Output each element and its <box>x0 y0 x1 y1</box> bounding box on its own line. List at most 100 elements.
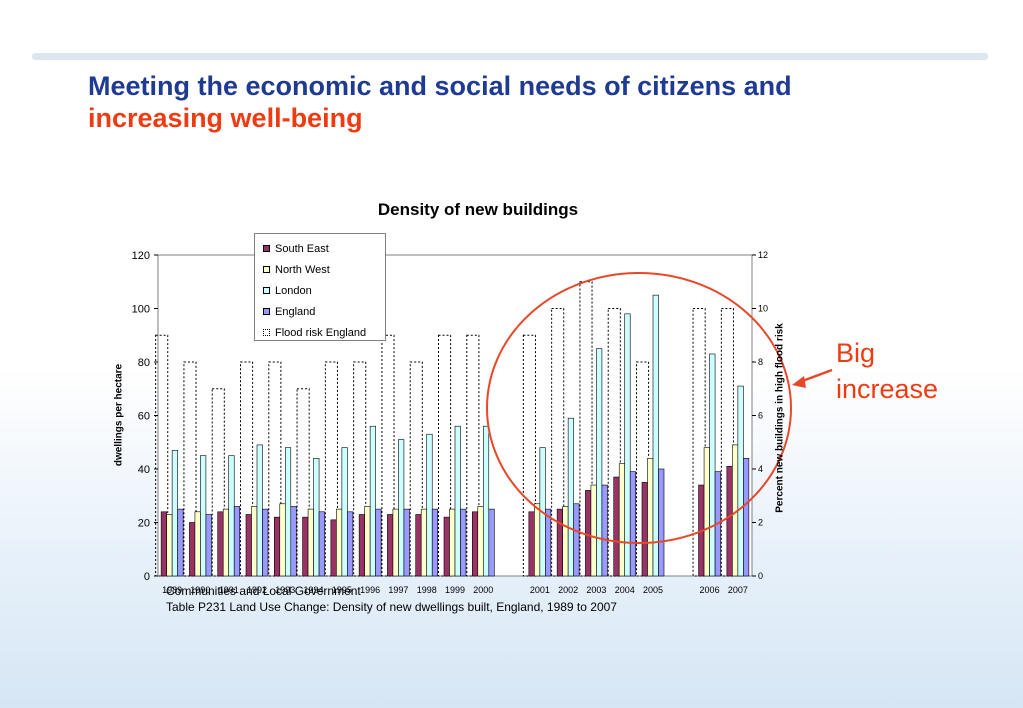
y-tick-label-left: 20 <box>138 518 150 530</box>
annotation-line2: increase <box>836 374 939 404</box>
bar-south-east <box>415 514 422 577</box>
bar-england <box>573 503 580 577</box>
bar-north-west <box>392 508 399 577</box>
y-tick-label-right: 6 <box>758 411 763 421</box>
legend-swatch-south-east <box>263 245 270 252</box>
bar-north-west <box>420 508 428 577</box>
y-tick-label-right: 8 <box>758 357 763 367</box>
x-tick-label: 1994 <box>304 585 324 595</box>
legend-item-london: London <box>263 280 385 301</box>
x-tick-label: 1995 <box>332 585 352 595</box>
bar-england <box>629 471 637 577</box>
bar-south-east <box>273 516 281 577</box>
highlight-circle <box>486 272 792 544</box>
bar-south-east <box>217 511 224 577</box>
legend-label-london: London <box>275 284 312 297</box>
legend-item-south-east: South East <box>263 238 385 259</box>
bar-north-west <box>222 508 230 577</box>
bar-england <box>488 508 495 577</box>
y-tick-label-right: 12 <box>758 250 768 260</box>
y-tick-label-left: 120 <box>132 250 150 262</box>
bar-flood-risk <box>155 334 169 577</box>
source-line-2: Table P231 Land Use Change: Density of n… <box>166 600 617 614</box>
x-tick-label: 1998 <box>417 585 437 595</box>
bar-north-west <box>336 508 343 577</box>
y-tick-label-left: 0 <box>144 571 150 583</box>
bar-north-west <box>166 514 173 577</box>
source-line-1: Communities and Local Government <box>166 584 361 598</box>
x-tick-label: 1989 <box>162 585 182 595</box>
bar-england <box>290 506 297 577</box>
bar-flood-risk <box>438 334 452 577</box>
bar-north-west <box>618 463 626 577</box>
bar-england <box>347 511 354 577</box>
y-tick-label-left: 100 <box>132 304 150 316</box>
bar-england <box>545 508 552 577</box>
x-tick-label: 2004 <box>615 585 635 595</box>
legend-label-flood-risk: Flood risk England <box>275 326 367 339</box>
chart-legend: South East North West London England Flo… <box>254 233 386 341</box>
y-tick-label-right: 10 <box>758 304 768 314</box>
bar-flood-risk <box>466 334 480 577</box>
x-tick-label: 2006 <box>700 585 720 595</box>
bar-north-west <box>194 511 201 577</box>
bar-london <box>369 425 376 577</box>
legend-swatch-london <box>263 287 270 294</box>
bar-south-east <box>585 490 592 577</box>
bar-north-west <box>449 508 456 577</box>
bar-north-west <box>534 503 541 577</box>
annotation-arrow-head <box>792 376 806 388</box>
bar-london <box>341 447 348 577</box>
x-tick-label: 2005 <box>643 585 663 595</box>
bar-london <box>426 433 433 577</box>
y-tick-label-right: 0 <box>758 571 763 581</box>
bar-london <box>454 425 461 577</box>
x-tick-label: 1991 <box>219 585 239 595</box>
x-tick-label: 2000 <box>473 585 493 595</box>
legend-label-south-east: South East <box>275 242 329 255</box>
bar-london <box>652 294 659 577</box>
bar-south-east <box>302 516 309 577</box>
bar-south-east <box>726 466 733 577</box>
bar-flood-risk <box>522 334 536 577</box>
y-tick-label-right: 4 <box>758 464 763 474</box>
bar-london <box>256 444 263 577</box>
bar-london <box>200 455 207 577</box>
bar-north-west <box>307 508 314 577</box>
bar-england <box>375 508 382 577</box>
bar-south-east <box>160 511 167 577</box>
bar-north-west <box>562 506 569 577</box>
bar-south-east <box>330 519 337 577</box>
y-tick-label-left: 60 <box>138 411 150 423</box>
bar-london <box>737 385 744 577</box>
y-tick-label-left: 40 <box>138 464 150 476</box>
x-tick-label: 1993 <box>275 585 295 595</box>
bar-london <box>709 353 716 577</box>
bar-london <box>171 449 178 577</box>
bar-england <box>743 457 750 577</box>
bar-south-east <box>245 514 252 577</box>
x-tick-label: 1992 <box>247 585 267 595</box>
bar-england <box>233 506 241 577</box>
bar-london <box>284 447 292 577</box>
bar-north-west <box>477 506 484 577</box>
bar-south-east <box>471 511 479 577</box>
legend-label-north-west: North West <box>275 263 330 276</box>
bar-north-west <box>364 506 371 577</box>
bar-england <box>460 508 467 577</box>
x-tick-label: 1996 <box>360 585 380 595</box>
bar-london <box>567 417 574 577</box>
bar-south-east <box>641 482 648 577</box>
bar-north-west <box>647 457 654 577</box>
chart-title: Density of new buildings <box>377 200 579 219</box>
bar-england <box>601 484 608 577</box>
x-tick-label: 1990 <box>190 585 210 595</box>
bar-north-west <box>251 506 258 577</box>
legend-item-flood-risk: Flood risk England <box>263 322 385 343</box>
bar-london <box>624 313 631 577</box>
bar-south-east <box>387 514 394 577</box>
bar-london <box>228 455 235 577</box>
legend-swatch-england <box>263 308 270 315</box>
slide-title-line2: increasing well-being <box>88 103 363 133</box>
bar-north-west <box>703 447 710 577</box>
